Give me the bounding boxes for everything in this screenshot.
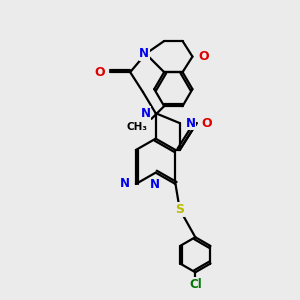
Text: N: N xyxy=(185,117,195,130)
Text: O: O xyxy=(202,117,212,130)
Text: CH₃: CH₃ xyxy=(126,122,147,132)
Text: N: N xyxy=(120,178,130,190)
Text: N: N xyxy=(139,47,149,60)
Text: S: S xyxy=(175,203,184,216)
Text: N: N xyxy=(150,178,160,191)
Text: O: O xyxy=(198,50,209,63)
Text: Cl: Cl xyxy=(189,278,202,291)
Text: N: N xyxy=(141,107,151,120)
Text: O: O xyxy=(95,66,105,79)
